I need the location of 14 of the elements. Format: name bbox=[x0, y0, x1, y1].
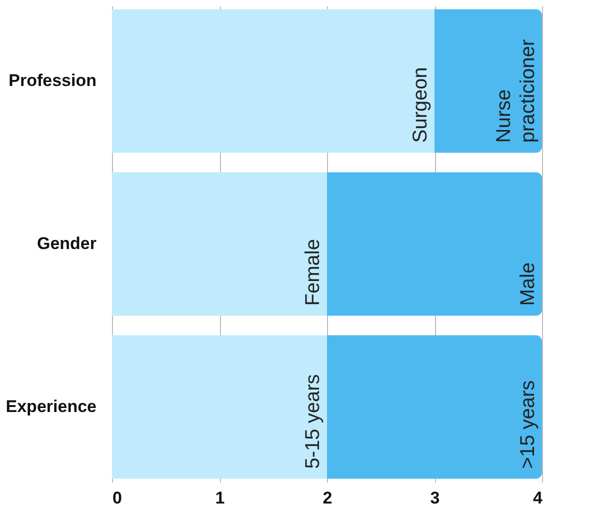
y-tick-label: Experience bbox=[6, 397, 96, 416]
annotation: Female bbox=[302, 239, 324, 306]
annotation: 5-15 years bbox=[302, 374, 324, 469]
x-tick-label: 0 bbox=[112, 488, 122, 508]
y-tick-label: Gender bbox=[36, 234, 97, 253]
y-tick-label: Profession bbox=[8, 70, 96, 90]
annotation: Surgeon bbox=[410, 67, 432, 143]
annotation: Nurse practicioner bbox=[493, 38, 539, 143]
x-tick-label: 4 bbox=[533, 488, 544, 508]
annotation: Male bbox=[517, 262, 539, 306]
x-tick-label: 1 bbox=[215, 488, 225, 508]
x-tick-label: 2 bbox=[322, 488, 332, 508]
x-tick-label: 3 bbox=[430, 488, 440, 508]
annotation: >15 years bbox=[517, 380, 539, 469]
